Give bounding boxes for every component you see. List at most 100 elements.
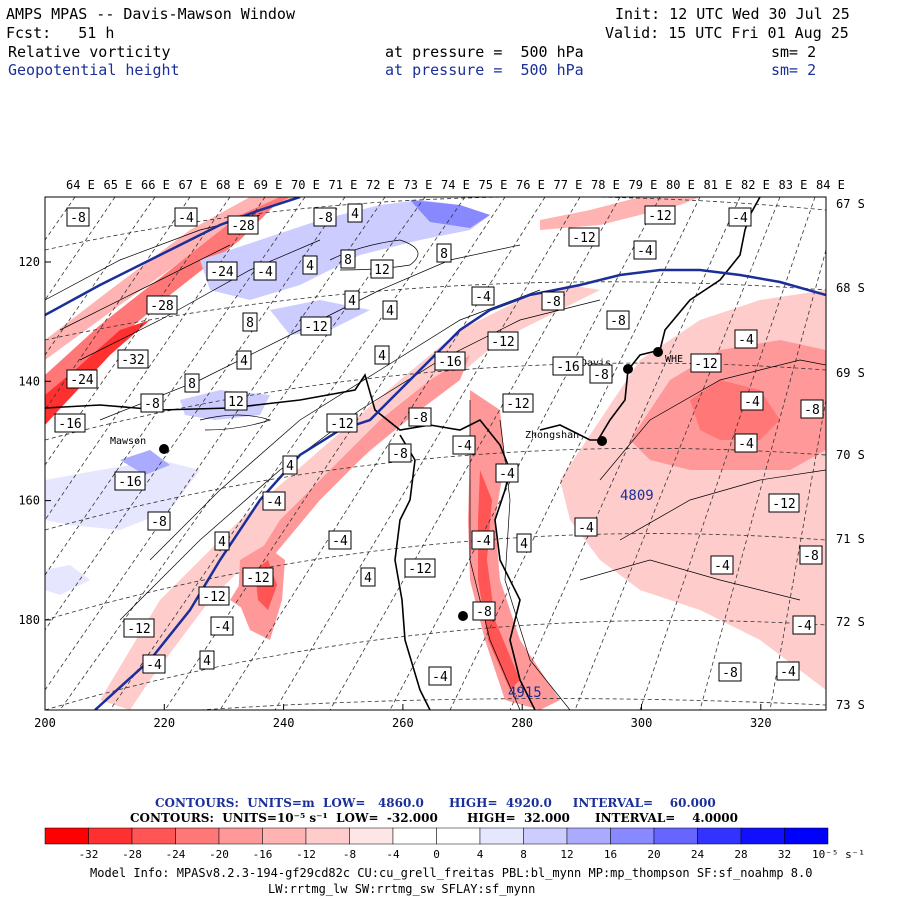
vort-label: -16 (438, 355, 461, 370)
field2-name: Geopotential height (8, 61, 180, 79)
station-dot-whe (653, 347, 663, 357)
vort-label-box (552, 356, 584, 376)
vort-label: -4 (456, 439, 472, 454)
vort-label: -8 (610, 314, 626, 329)
vort-label: -8 (392, 447, 408, 462)
vort-label: 4 (306, 259, 314, 274)
vort-label: -12 (694, 357, 717, 372)
vort-label: 8 (246, 316, 254, 331)
vort-label: -16 (118, 475, 141, 490)
lon-label: 67 E (179, 178, 208, 192)
colorbar-label: 12 (560, 848, 573, 861)
vort-label: -4 (744, 395, 760, 410)
vort-label: -12 (772, 497, 795, 512)
valid-time: Valid: 15 UTC Fri 01 Aug 25 (605, 24, 849, 42)
latitude-labels: 67 S 68 S 69 S 70 S 71 S 72 S 73 S (836, 197, 865, 712)
lon-label: 75 E (479, 178, 508, 192)
vort-label: -8 (545, 295, 561, 310)
vort-label-box (541, 291, 565, 311)
vort-label: -12 (648, 209, 671, 224)
vort-label: -4 (780, 665, 796, 680)
station-dot-unnamed (458, 611, 468, 621)
longitude-labels: 64 E 65 E 66 E 67 E 68 E 69 E 70 E 71 E 72 E 73 E… (66, 178, 845, 192)
vort-label-box (198, 586, 230, 606)
height-label-south: 4915 (508, 685, 542, 701)
vort-label-box (206, 261, 238, 281)
vort-label: -8 (412, 411, 428, 426)
vort-label: -16 (58, 417, 81, 432)
vort-label-box (227, 215, 259, 235)
x-tick-label: 320 (750, 716, 772, 730)
x-tick-label: 300 (631, 716, 653, 730)
vort-label: 4 (286, 459, 294, 474)
vort-label-box (328, 530, 352, 550)
vort-label-box (792, 615, 816, 635)
vort-label: 12 (374, 263, 390, 278)
colorbar-label: -28 (122, 848, 142, 861)
vort-label: 4 (364, 571, 372, 586)
lon-label: 73 E (404, 178, 433, 192)
lon-label: 82 E (741, 178, 770, 192)
vort-label: 4 (218, 535, 226, 550)
vort-label-box (142, 654, 166, 674)
colorbar-label: -24 (166, 848, 186, 861)
station-label-zhongshan: Zhongshan (525, 430, 579, 441)
colorbar-segment (523, 827, 568, 845)
colorbar-segment (479, 827, 524, 845)
colorbar-segment (349, 827, 394, 845)
vort-label-box (516, 533, 532, 553)
vort-label-box (199, 650, 215, 670)
x-tick-label: 220 (153, 716, 175, 730)
plot-frame (44, 196, 827, 711)
station-markers: Mawson Davis WHE Zhongshan (110, 347, 683, 621)
vort-label: -12 (304, 320, 327, 335)
vort-label-box (262, 491, 286, 511)
colorbar-segment (610, 827, 655, 845)
vort-label: 4 (348, 294, 356, 309)
vort-label: -4 (499, 467, 515, 482)
lat-label: 68 S (836, 281, 865, 295)
vort-label-box (710, 555, 734, 575)
lon-label: 83 E (779, 178, 808, 192)
vort-label-box (471, 530, 495, 550)
vort-label: -28 (231, 219, 254, 234)
vort-label-box (382, 300, 398, 320)
vort-label: -4 (475, 290, 491, 305)
lon-label: 74 E (441, 178, 470, 192)
vort-label-box (436, 243, 452, 263)
vort-label-box (374, 345, 390, 365)
vort-label: -12 (202, 590, 225, 605)
vort-label: -8 (476, 605, 492, 620)
vort-label: -4 (714, 559, 730, 574)
vort-label-box (768, 493, 800, 513)
colorbar-segment (218, 827, 263, 845)
vort-label: -4 (738, 333, 754, 348)
vort-label: -4 (332, 534, 348, 549)
station-dot-mawson (159, 444, 169, 454)
lon-label: 71 E (329, 178, 358, 192)
model-info: Model Info: MPASv8.2.3-194-gf29cd82c CU:… (90, 866, 813, 880)
vort-label-box (54, 413, 86, 433)
vort-label: 4 (378, 349, 386, 364)
colorbar-units: 10⁻⁵ s⁻¹ (812, 848, 865, 861)
colorbar-segment (740, 827, 785, 845)
vort-label-box (408, 407, 432, 427)
vort-label: -4 (257, 265, 273, 280)
vort-label: -12 (127, 622, 150, 637)
vort-label-box (495, 463, 519, 483)
height-contour-info: CONTOURS: UNITS=m LOW= 4860.0 HIGH= 4920… (155, 796, 716, 810)
x-tick-label: 240 (273, 716, 295, 730)
colorbar-segment (784, 827, 829, 845)
y-tick-label: 160 (18, 494, 40, 508)
vort-label: -4 (214, 620, 230, 635)
lat-label: 71 S (836, 532, 865, 546)
vort-label: 8 (344, 253, 352, 268)
vort-label-box (302, 255, 318, 275)
colorbar-segment (697, 827, 742, 845)
vort-label: -8 (803, 549, 819, 564)
vort-label-box (472, 601, 496, 621)
colorbar-label: -12 (296, 848, 316, 861)
colorbar-label: 20 (647, 848, 660, 861)
vort-label: -4 (738, 437, 754, 452)
